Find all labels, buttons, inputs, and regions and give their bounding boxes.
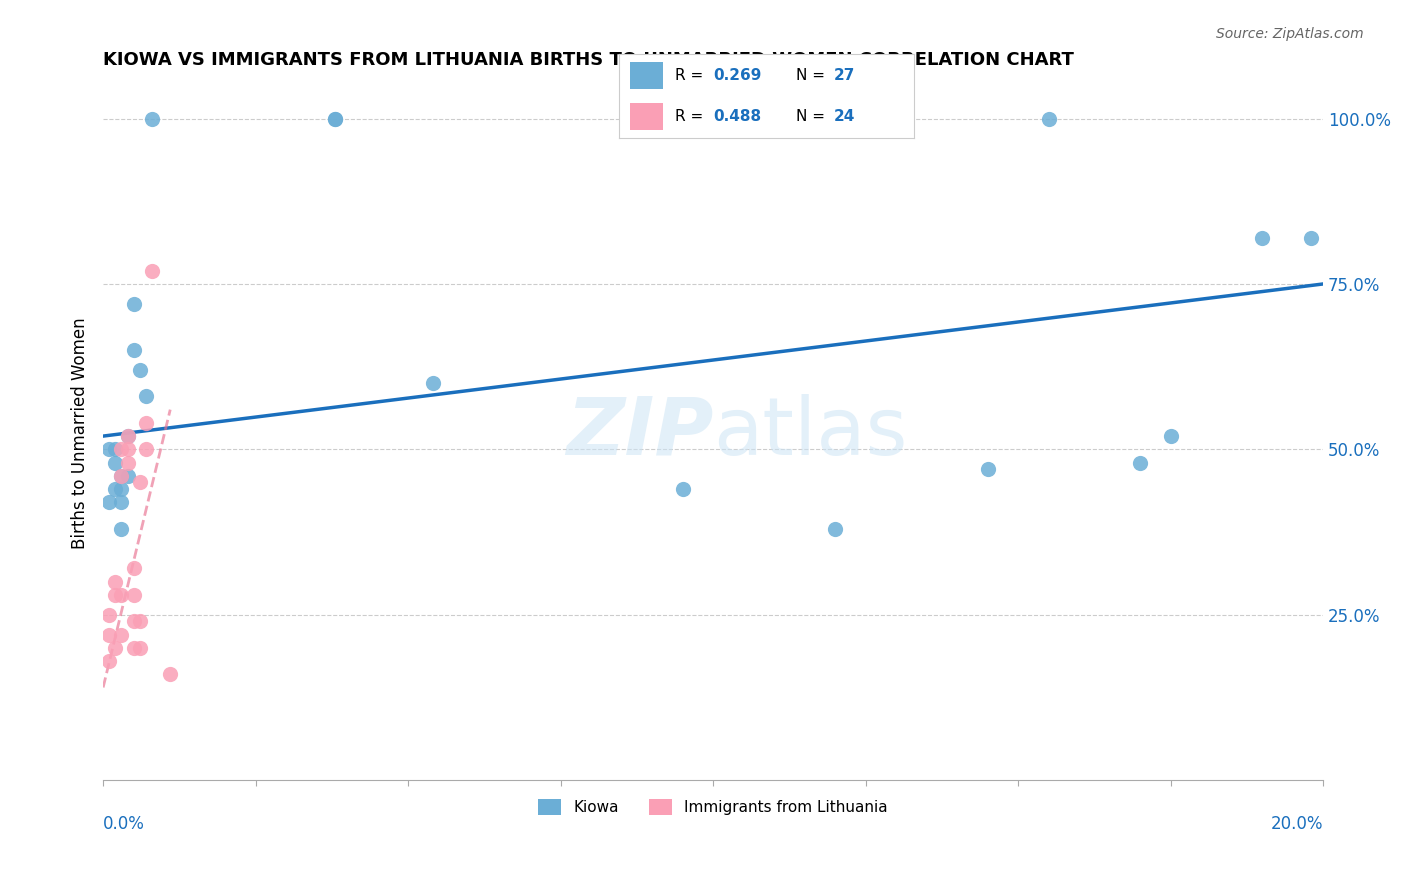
Point [117, 429, 139, 443]
Text: atlas: atlas [713, 393, 907, 472]
Point [98, 442, 121, 457]
Point [110, 468, 132, 483]
Point [104, 456, 127, 470]
Point [672, 482, 695, 496]
Point [1129, 456, 1152, 470]
Point [117, 468, 139, 483]
Point [104, 482, 127, 496]
Point [110, 588, 132, 602]
Point [1038, 112, 1060, 126]
Point [122, 640, 145, 655]
Text: 27: 27 [834, 68, 856, 83]
Point [104, 442, 127, 457]
Point [422, 376, 444, 391]
Point [110, 482, 132, 496]
Point [110, 442, 132, 457]
Text: KIOWA VS IMMIGRANTS FROM LITHUANIA BIRTHS TO UNMARRIED WOMEN CORRELATION CHART: KIOWA VS IMMIGRANTS FROM LITHUANIA BIRTH… [103, 51, 1074, 69]
Point [98, 654, 121, 668]
Point [128, 475, 150, 490]
Point [1299, 230, 1322, 244]
Point [117, 429, 139, 443]
Text: ZIP: ZIP [565, 393, 713, 472]
Point [122, 615, 145, 629]
Point [135, 442, 157, 457]
Text: Source: ZipAtlas.com: Source: ZipAtlas.com [1216, 27, 1364, 41]
Point [122, 343, 145, 357]
Point [117, 456, 139, 470]
Point [98, 495, 121, 509]
Point [824, 522, 846, 536]
Text: 0.269: 0.269 [713, 68, 762, 83]
Text: 24: 24 [834, 109, 856, 124]
Text: 20.0%: 20.0% [1271, 814, 1323, 833]
Point [104, 640, 127, 655]
Text: 0.0%: 0.0% [103, 814, 145, 833]
Point [117, 442, 139, 457]
Point [976, 462, 998, 476]
Point [110, 522, 132, 536]
Text: R =: R = [675, 68, 707, 83]
Point [110, 468, 132, 483]
Point [104, 588, 127, 602]
Point [98, 627, 121, 641]
Point [141, 264, 163, 278]
Point [135, 389, 157, 403]
Point [104, 574, 127, 589]
Point [135, 416, 157, 430]
Point [122, 561, 145, 575]
Point [128, 615, 150, 629]
Text: N =: N = [796, 68, 830, 83]
Bar [630, 62, 664, 89]
Point [110, 627, 132, 641]
Point [122, 588, 145, 602]
Text: N =: N = [796, 109, 830, 124]
Point [128, 363, 150, 377]
Y-axis label: Births to Unmarried Women: Births to Unmarried Women [72, 317, 89, 549]
Point [141, 112, 163, 126]
Point [1251, 230, 1274, 244]
Point [323, 112, 346, 126]
Bar [630, 103, 664, 130]
Point [1160, 429, 1182, 443]
Point [110, 495, 132, 509]
Point [128, 640, 150, 655]
Point [323, 112, 346, 126]
Text: 0.488: 0.488 [713, 109, 761, 124]
Point [159, 667, 181, 681]
Point [98, 607, 121, 622]
Legend: Kiowa, Immigrants from Lithuania: Kiowa, Immigrants from Lithuania [531, 793, 894, 821]
Point [122, 297, 145, 311]
Text: R =: R = [675, 109, 707, 124]
